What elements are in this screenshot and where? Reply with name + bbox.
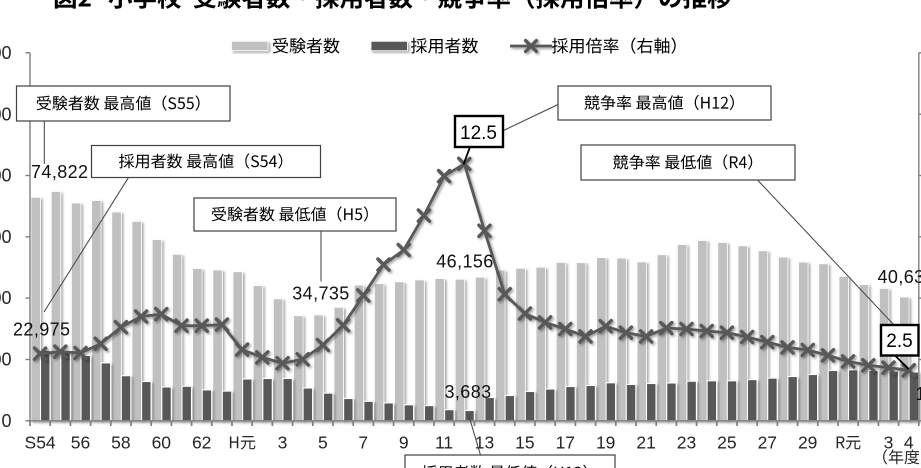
svg-text:21: 21 <box>636 433 655 453</box>
svg-text:25: 25 <box>717 433 736 453</box>
svg-text:120,000: 120,000 <box>0 43 12 63</box>
svg-text:4: 4 <box>904 433 914 453</box>
svg-text:3: 3 <box>884 433 894 453</box>
svg-text:46,156: 46,156 <box>436 252 493 272</box>
svg-text:60: 60 <box>152 433 172 453</box>
svg-text:11: 11 <box>435 433 453 453</box>
svg-text:13: 13 <box>475 433 494 453</box>
svg-text:22,975: 22,975 <box>13 320 70 340</box>
svg-text:20,000: 20,000 <box>0 350 12 370</box>
svg-text:16,152: 16,152 <box>916 384 921 404</box>
svg-text:3: 3 <box>278 433 288 453</box>
svg-text:40,000: 40,000 <box>0 288 12 308</box>
svg-text:27: 27 <box>758 433 777 453</box>
svg-text:62: 62 <box>192 433 211 453</box>
svg-text:5: 5 <box>318 433 328 453</box>
svg-text:7: 7 <box>358 433 368 453</box>
svg-text:40,636: 40,636 <box>878 267 921 287</box>
svg-text:S54: S54 <box>25 433 56 453</box>
svg-text:17: 17 <box>556 433 575 453</box>
svg-text:15: 15 <box>515 433 534 453</box>
svg-text:0: 0 <box>1 411 11 431</box>
svg-text:56: 56 <box>71 433 90 453</box>
svg-text:34,735: 34,735 <box>292 284 349 304</box>
svg-text:23: 23 <box>677 433 696 453</box>
svg-text:60,000: 60,000 <box>0 227 12 247</box>
svg-text:74,822: 74,822 <box>31 162 88 182</box>
svg-text:29: 29 <box>798 433 817 453</box>
svg-text:9: 9 <box>399 433 409 453</box>
svg-text:12.5: 12.5 <box>460 123 497 144</box>
svg-text:19: 19 <box>596 433 615 453</box>
svg-text:58: 58 <box>111 433 130 453</box>
svg-text:2.5: 2.5 <box>886 331 912 352</box>
svg-text:100,000: 100,000 <box>0 104 12 124</box>
svg-text:80,000: 80,000 <box>0 166 12 186</box>
svg-text:3,683: 3,683 <box>444 382 491 402</box>
